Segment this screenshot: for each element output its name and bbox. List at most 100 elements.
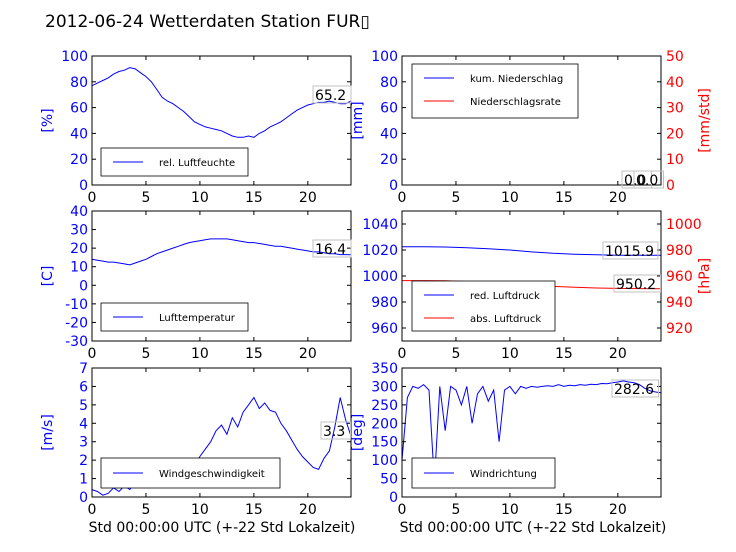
y-tick-label: 40 (70, 126, 88, 142)
y-right-tick-label: 960 (666, 269, 693, 285)
value-label-box (633, 170, 664, 189)
legend: red. Luftdruck abs. Luftdruck (411, 280, 556, 332)
x-tick-label: 5 (141, 346, 150, 362)
y-tick-label: 980 (371, 295, 398, 311)
x-tick-label: 20 (609, 502, 627, 518)
series-line-temperature-0 (91, 238, 352, 266)
x-tick-label: 5 (451, 190, 460, 206)
y-tick-label: 20 (70, 152, 88, 168)
y-tick-label: 350 (371, 361, 398, 377)
y-tick-label: 250 (371, 398, 398, 414)
y-tick-label: 300 (371, 379, 398, 395)
x-tick-label: 10 (191, 502, 209, 518)
legend-label: red. Luftdruck (470, 291, 540, 302)
y-tick-label: 0 (79, 178, 88, 194)
value-label: 3.3 (323, 424, 345, 440)
y-right-tick-label: 50 (666, 49, 684, 65)
value-label: 16.4 (315, 242, 346, 258)
series-line-pressure-0 (402, 246, 661, 256)
value-label-box (320, 421, 351, 440)
x-tick-label: 10 (501, 502, 519, 518)
y-axis-label: [%] (40, 108, 56, 132)
x-tick-label: 10 (501, 346, 519, 362)
legend-label: Niederschlagsrate (470, 97, 561, 108)
value-label: 0.0 (624, 173, 646, 189)
y-tick-label: 0 (79, 278, 88, 294)
x-tick-label: 15 (245, 190, 263, 206)
x-tick-label: 0 (398, 346, 407, 362)
panel-temperature: 0 5 10 15 20 -30 -20 -10 0 10 20 30 40 [C] Lufttempera… (40, 204, 352, 362)
value-label: 282.6 (614, 382, 654, 398)
x-axis-label-right: Std 00:00:00 UTC (+-22 Std Lokalzeit) (400, 520, 667, 536)
x-tick-label: 20 (299, 190, 317, 206)
y-tick-label: 100 (371, 453, 398, 469)
x-tick-label: 15 (245, 502, 263, 518)
y-right-tick-label: 980 (666, 243, 693, 259)
x-tick-label: 20 (299, 502, 317, 518)
y-tick-label: 1 (79, 472, 88, 488)
series-line-winddirection-0 (401, 380, 662, 483)
y-tick-label: 40 (70, 204, 88, 220)
y-tick-label: 100 (61, 49, 88, 65)
y-tick-label: 50 (380, 472, 398, 488)
y-tick-label: 0 (389, 178, 398, 194)
legend-label: abs. Luftdruck (470, 314, 541, 325)
y-axis-label: [C] (40, 266, 56, 287)
legend-box (411, 280, 556, 332)
x-tick-label: 0 (88, 346, 97, 362)
value-label-box (602, 241, 659, 260)
legend: kum. Niederschlag Niederschlagsrate (411, 63, 579, 119)
y-tick-label: 10 (70, 260, 88, 276)
plot-frame (91, 55, 352, 186)
legend-box (411, 63, 579, 119)
y-tick-label: -30 (65, 334, 88, 350)
y-tick-label: 80 (70, 75, 88, 91)
y-tick-label: 960 (371, 321, 398, 337)
value-label-box (611, 379, 659, 398)
x-axis-label-left: Std 00:00:00 UTC (+-22 Std Lokalzeit) (89, 520, 356, 536)
x-tick-label: 20 (609, 346, 627, 362)
x-tick-label: 0 (398, 190, 407, 206)
y-right-tick-label: 40 (666, 75, 684, 91)
legend-label: rel. Luftfeuchte (159, 158, 235, 169)
y-tick-label: 7 (79, 361, 88, 377)
plot-frame (91, 210, 352, 342)
y-tick-label: 60 (380, 101, 398, 117)
y-axis-label: [m/s] (40, 414, 56, 451)
y-tick-label: 100 (371, 49, 398, 65)
value-label: 0.0 (636, 173, 658, 189)
plot-frame (401, 367, 662, 498)
y-tick-label: -10 (65, 297, 88, 313)
y-tick-label: -20 (65, 315, 88, 331)
y-tick-label: 1000 (362, 269, 398, 285)
x-tick-label: 0 (88, 190, 97, 206)
x-tick-label: 0 (398, 502, 407, 518)
y-tick-label: 150 (371, 435, 398, 451)
panel-winddirection: 0 5 10 15 20050100150200250300350[deg]Windri… (350, 361, 662, 518)
panel-precipitation: 0 5 10 15 20 0 20 40 60 80 100 0 10 20 30 40 50 [mm] [mm/s… (350, 49, 713, 206)
x-tick-label: 5 (451, 346, 460, 362)
y-tick-label: 200 (371, 416, 398, 432)
x-tick-label: 10 (501, 190, 519, 206)
panel-pressure: 0 5 10 15 20 960 980 1000 1020 1040 920 940 960 980 10… (362, 210, 713, 362)
y-tick-label: 6 (79, 379, 88, 395)
x-tick-label: 20 (609, 190, 627, 206)
series-line-humidity-0 (91, 67, 352, 138)
legend: rel. Luftfeuchte (100, 147, 249, 177)
y-tick-label: 0 (389, 490, 398, 506)
y-axis-label: [deg] (350, 414, 366, 451)
panel-humidity: 0 5 10 15 20 0 20 40 60 80 100 [%] rel. Luftfeuchte 6… (40, 49, 352, 206)
y-right-tick-label: 10 (666, 152, 684, 168)
x-tick-label: 5 (141, 502, 150, 518)
legend-label: Windrichtung (470, 469, 537, 480)
x-tick-label: 5 (451, 502, 460, 518)
legend-label: Lufttemperatur (159, 313, 236, 324)
y-right-tick-label: 1000 (666, 217, 702, 233)
x-tick-label: 0 (88, 502, 97, 518)
y-tick-label: 20 (380, 152, 398, 168)
x-tick-label: 15 (555, 346, 573, 362)
x-tick-label: 15 (555, 190, 573, 206)
plot-frame (401, 55, 662, 186)
y-tick-label: 4 (79, 416, 88, 432)
